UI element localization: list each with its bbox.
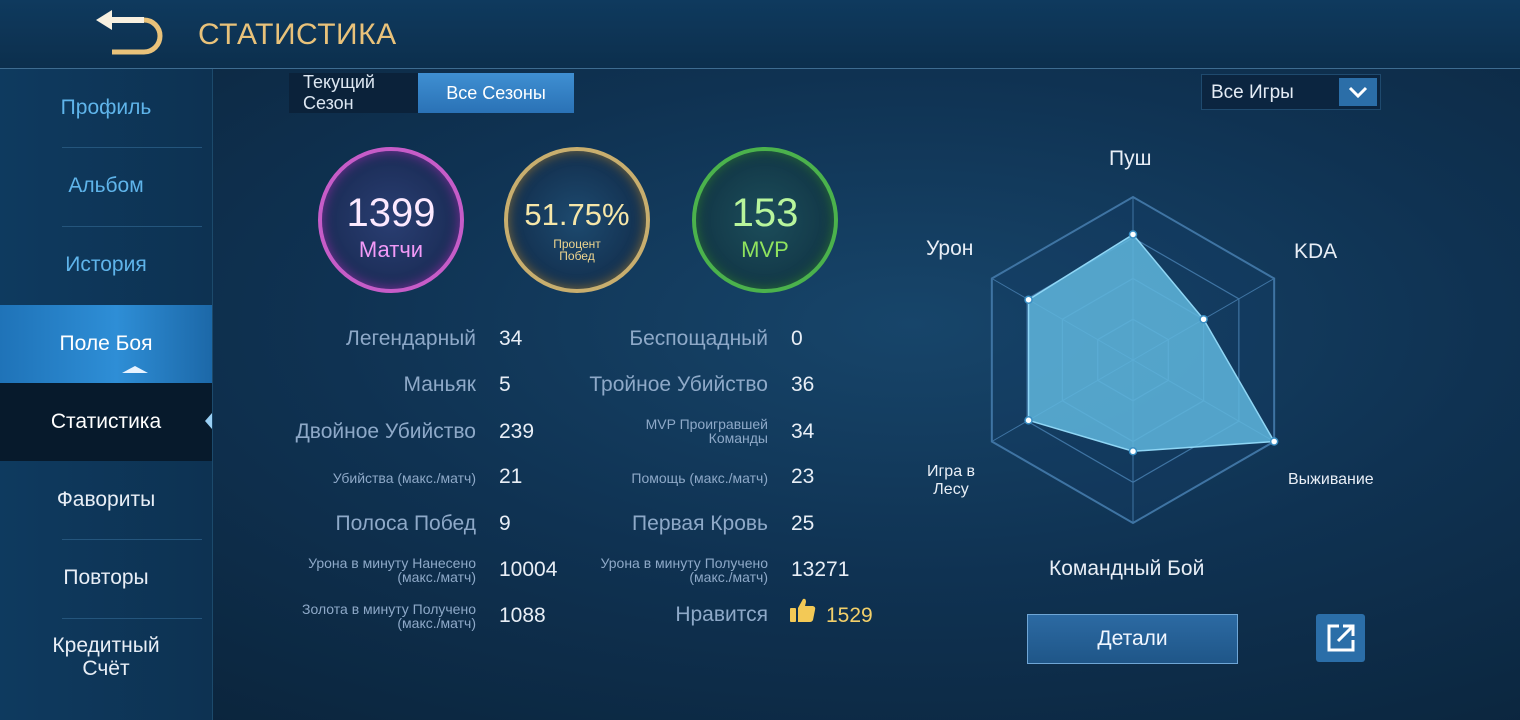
sidebar-item-label: История [65,253,147,276]
stat-value: 34 [791,420,815,443]
stat-value: 0 [791,327,803,350]
radar-point [1128,447,1138,456]
radar-axis-label: Урон [926,237,974,260]
stat-label: Урона в минуту Получено (макс./матч) [600,555,768,585]
stat-value: 23 [791,465,815,488]
share-button[interactable] [1316,614,1365,662]
tab-current-season[interactable]: Текущий Сезон [289,72,418,113]
stat-label: Легендарный [346,327,476,350]
radar-chart-svg [990,195,1279,525]
thumbs-up-icon [790,598,816,622]
stat-label: Полоса Побед [335,512,476,535]
games-filter-value: Все Игры [1211,82,1294,103]
page-title: СТАТИСТИКА [198,18,397,51]
radar-axis-label: Пуш [1109,147,1152,170]
radar-axis-label: Командный Бой [1049,557,1205,580]
stat-value: 34 [499,327,523,350]
sidebar-item-label: Повторы [63,566,149,589]
tab-all-seasons[interactable]: Все Сезоны [418,73,574,113]
back-arrow-icon [96,10,163,55]
stat-value: 5 [499,373,511,396]
radar-point [1128,230,1138,239]
header-bar: СТАТИСТИКА [0,0,1520,69]
stat-label: Убийства (макс./матч) [332,470,476,486]
radar-point [1269,437,1279,446]
sidebar-item-album[interactable]: Альбом [0,147,212,225]
sidebar-divider [62,539,202,540]
matches-value: 1399 [346,191,436,235]
stat-value: 13271 [791,558,850,581]
radar-axis-label: Выживание [1288,471,1374,488]
sidebar-item-label: Фавориты [56,488,156,511]
stat-label: Первая Кровь [632,512,768,535]
stat-value: 9 [499,512,511,535]
stat-label: Маньяк [403,373,476,396]
sidebar-item-statistics[interactable]: Статистика [0,383,212,461]
stat-value: 10004 [499,558,558,581]
season-tabs: Текущий Сезон Все Сезоны [289,72,574,113]
winrate-circle: 51.75% Процент Побед [504,147,650,293]
stat-value: 25 [791,512,815,535]
chevron-down-icon [1348,86,1368,98]
sidebar-item-label: Профиль [60,96,152,119]
stat-value: 1088 [499,604,546,627]
back-button[interactable] [92,10,172,58]
like-button[interactable] [789,596,817,624]
mvp-circle: 153 MVP [692,147,838,293]
likes-count: 1529 [826,604,873,627]
sidebar-item-label: Кредитный Счёт [52,634,160,680]
winrate-value: 51.75% [524,197,630,232]
stat-label: Помощь (макс./матч) [631,470,768,486]
sidebar-item-label: Статистика [50,410,162,433]
sidebar-item-label: Поле Боя [59,332,153,355]
sidebar: Профиль Альбом История Поле Боя Статисти… [0,69,213,720]
details-button[interactable]: Детали [1027,614,1238,664]
stat-label: MVP Проигравшей Команды [645,416,768,446]
winrate-label: Процент Побед [553,237,601,263]
radar-point [1199,315,1208,324]
sidebar-item-favorites[interactable]: Фавориты [0,461,212,539]
stat-label: Двойное Убийство [295,420,476,443]
sidebar-item-battlefield[interactable]: Поле Боя [0,305,212,383]
matches-circle: 1399 Матчи [318,147,464,293]
sidebar-divider [62,226,202,227]
stat-value: 21 [499,465,523,488]
radar-axis-label: KDA [1294,240,1338,263]
mvp-label: MVP [741,237,789,262]
sidebar-item-label: Альбом [68,174,144,197]
sidebar-item-credit[interactable]: Кредитный Счёт [0,618,212,696]
stat-label: Золота в минуту Получено (макс./матч) [302,601,476,631]
caret-up-icon [122,366,148,373]
radar-axis-label: Игра в Лесу [926,463,976,498]
radar-point [1024,416,1033,425]
dropdown-toggle[interactable] [1339,78,1377,106]
sidebar-divider [62,618,202,619]
games-filter-select[interactable]: Все Игры [1201,74,1381,110]
radar-point [1024,295,1033,304]
stat-label: Беспощадный [629,327,768,350]
mvp-value: 153 [731,191,799,235]
stat-label: Тройное Убийство [589,373,768,396]
active-indicator-icon [205,413,212,429]
radar-chart [930,140,1350,580]
matches-label: Матчи [358,237,424,262]
likes-label: Нравится [675,603,768,626]
stat-label: Урона в минуту Нанесено (макс./матч) [308,555,476,585]
share-icon [1327,624,1354,652]
stat-value: 36 [791,373,815,396]
sidebar-item-replays[interactable]: Повторы [0,539,212,617]
sidebar-item-profile[interactable]: Профиль [0,69,212,147]
stat-value: 239 [499,420,535,443]
sidebar-item-history[interactable]: История [0,226,212,304]
sidebar-divider [62,147,202,148]
